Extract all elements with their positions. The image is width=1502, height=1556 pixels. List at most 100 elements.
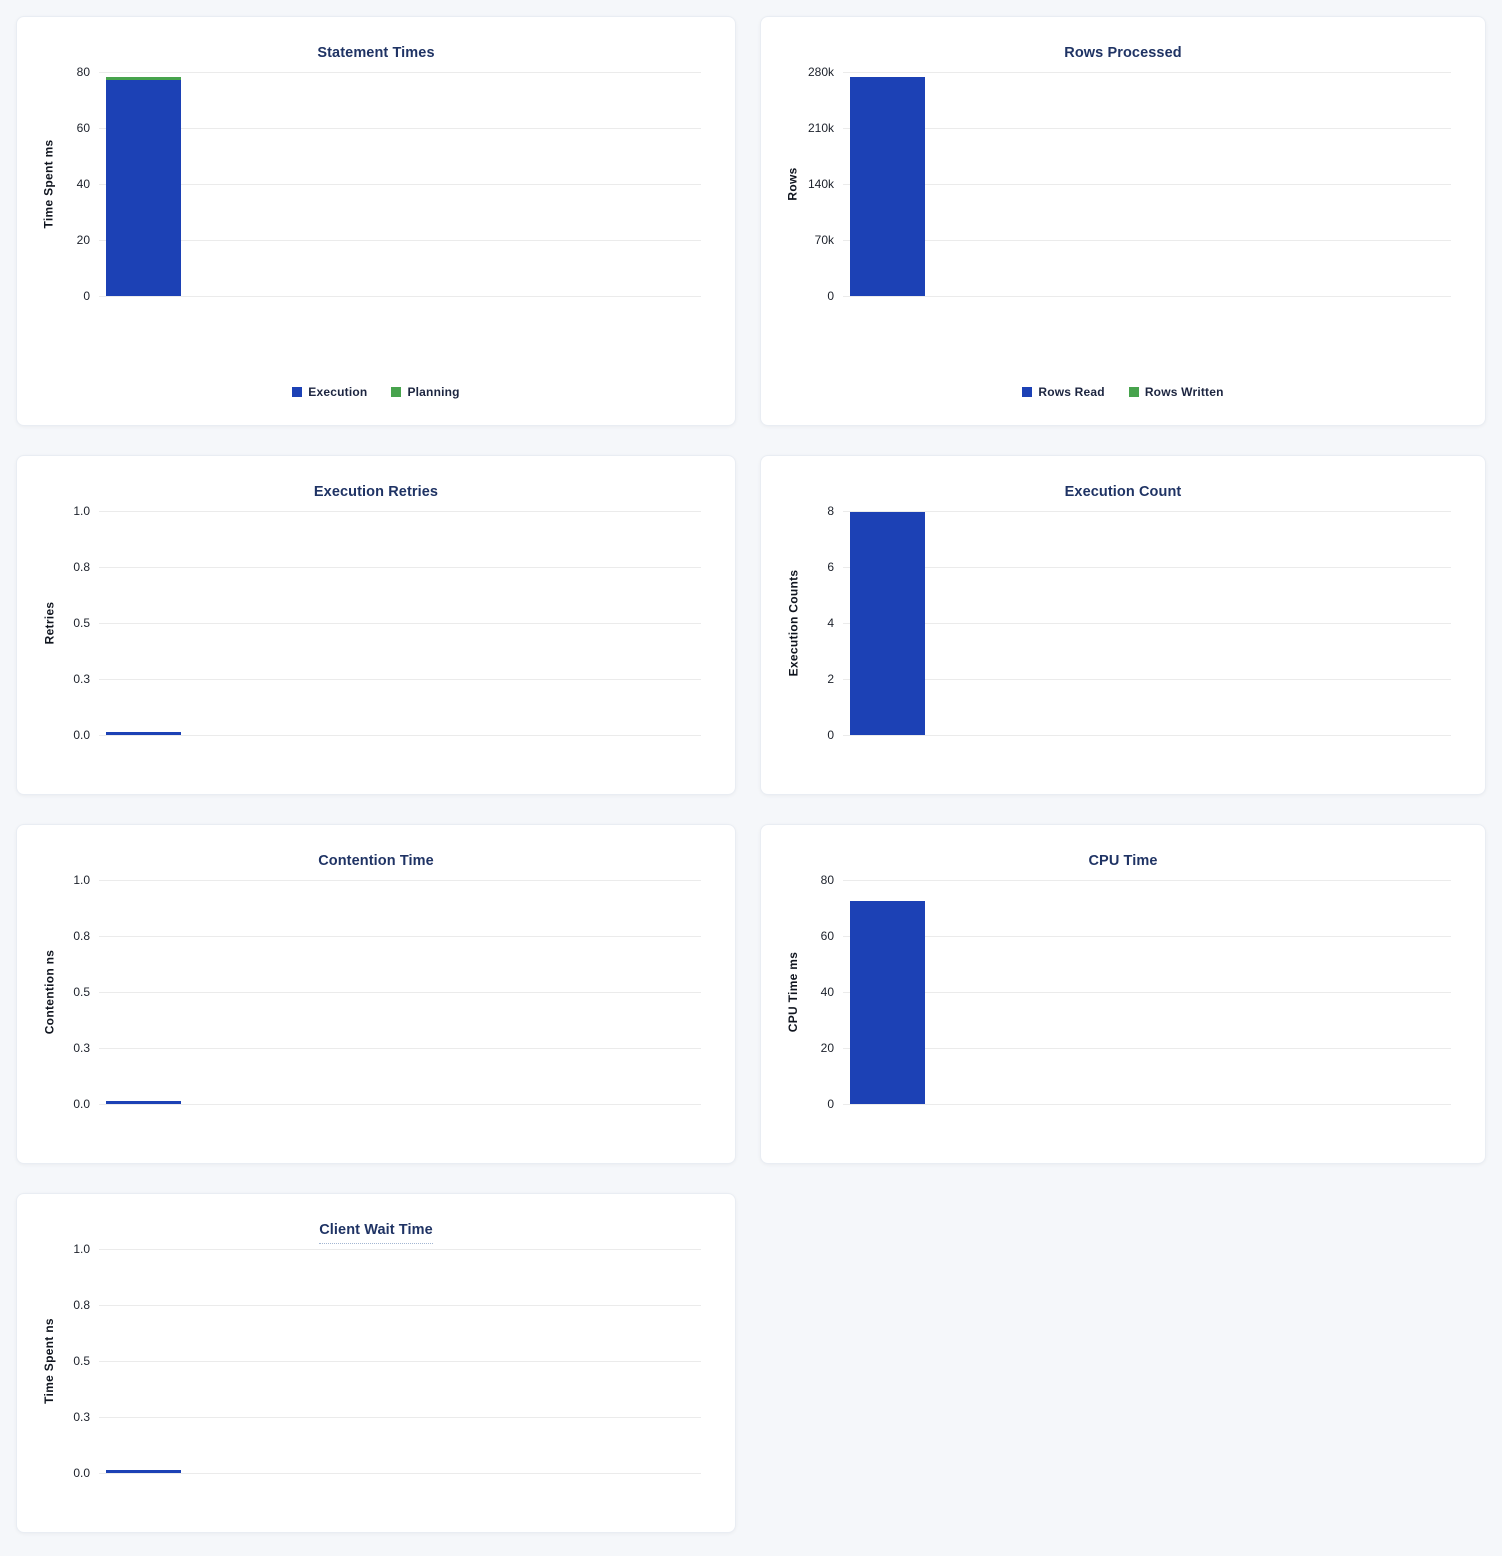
y-tick-label: 0.8 (73, 1298, 90, 1312)
gridline (99, 240, 701, 241)
chart-title-text: Rows Processed (1064, 45, 1182, 61)
plot-area: 1.0 0.8 0.5 0.3 0.0 (73, 1242, 701, 1480)
y-tick-label: 80 (820, 873, 834, 887)
y-tick-label: 60 (820, 929, 834, 943)
bar-segment[interactable] (850, 901, 925, 1104)
y-tick-label: 0.0 (73, 1466, 90, 1480)
blue-swatch-icon (1022, 387, 1033, 397)
zero-value-bar[interactable] (106, 1470, 181, 1473)
legend-label: Rows Written (1144, 385, 1224, 399)
gridline (99, 1361, 701, 1362)
legend-item-rows-written[interactable]: Rows Written (1128, 385, 1224, 399)
gridline (843, 296, 1451, 297)
legend: Execution Planning (17, 385, 735, 399)
chart-title: Rows Processed (761, 45, 1485, 62)
gridline (99, 679, 701, 680)
gridline (99, 1305, 701, 1306)
legend-label: Rows Read (1038, 385, 1105, 399)
legend-item-planning[interactable]: Planning (391, 385, 460, 399)
legend-label: Planning (407, 385, 460, 399)
y-tick-label: 210k (807, 121, 834, 135)
y-axis-label: Execution Counts (786, 569, 800, 677)
gridline (843, 72, 1451, 73)
y-tick-label: 0.5 (73, 1354, 90, 1368)
y-axis-label-wrap: Time Spent ms (17, 72, 81, 296)
legend-item-rows-read[interactable]: Rows Read (1022, 385, 1105, 399)
gridline (843, 567, 1451, 568)
bar-segment[interactable] (850, 511, 925, 735)
y-tick-label: 0.5 (73, 985, 90, 999)
legend: Rows Read Rows Written (761, 385, 1485, 399)
y-axis-label-wrap: Contention ns (17, 880, 81, 1104)
zero-value-bar[interactable] (106, 732, 181, 735)
y-tick-label: 0.3 (73, 672, 90, 686)
chart-title: Contention Time (17, 853, 735, 870)
bar-segment-execution[interactable] (106, 80, 181, 296)
chart-title: Execution Retries (17, 484, 735, 501)
gridline (99, 1104, 701, 1105)
chart-title: CPU Time (761, 853, 1485, 870)
gridline (99, 1417, 701, 1418)
gridline (99, 1249, 701, 1250)
chart-card-client-wait-time: Client Wait Time Time Spent ns 1.0 0.8 0.5… (16, 1193, 736, 1533)
gridline (99, 992, 701, 993)
chart-card-statement-times: Statement Times Time Spent ms 80 60 40 20 0 … (16, 16, 736, 426)
chart-card-rows-processed: Rows Processed Rows 280k 210k 140k 70k 0 Row… (760, 16, 1486, 426)
y-tick-label: 0.3 (73, 1041, 90, 1055)
y-tick-label: 8 (827, 504, 834, 518)
chart-title: Client Wait Time (17, 1222, 735, 1245)
gridline (843, 184, 1451, 185)
y-tick-label: 60 (76, 121, 90, 135)
y-axis-label-wrap: CPU Time ms (761, 880, 825, 1104)
bar-segment-planning[interactable] (106, 77, 181, 81)
y-tick-label: 40 (76, 177, 90, 191)
y-axis-label: Rows (786, 167, 800, 201)
chart-title: Execution Count (761, 484, 1485, 501)
gridline (99, 296, 701, 297)
blue-swatch-icon (292, 387, 303, 397)
gridline (99, 1473, 701, 1474)
gridline (843, 679, 1451, 680)
y-tick-label: 4 (827, 616, 834, 630)
gridline (843, 992, 1451, 993)
plot-area: 8 6 4 2 0 (827, 504, 1451, 742)
gridline (99, 184, 701, 185)
plot-area: 1.0 0.8 0.5 0.3 0.0 (73, 873, 701, 1111)
plot-area: 80 60 40 20 0 (77, 65, 701, 303)
y-tick-label: 0 (83, 289, 90, 303)
y-tick-label: 1.0 (73, 873, 90, 887)
y-tick-label: 20 (820, 1041, 834, 1055)
y-tick-label: 80 (76, 65, 90, 79)
chart-title-text: Execution Retries (313, 484, 439, 500)
chart-title-text[interactable]: Client Wait Time (319, 1222, 433, 1245)
y-tick-label: 280k (807, 65, 834, 79)
green-swatch-icon (391, 387, 402, 397)
chart-card-contention-time: Contention Time Contention ns 1.0 0.8 0.5 0… (16, 824, 736, 1164)
y-tick-label: 20 (76, 233, 90, 247)
legend-item-execution[interactable]: Execution (292, 385, 367, 399)
y-axis-label: Time Spent ns (42, 1318, 57, 1404)
gridline (843, 240, 1451, 241)
y-tick-label: 6 (827, 560, 834, 574)
chart-title-text: Execution Count (1064, 484, 1182, 500)
y-axis-label: CPU Time ms (786, 951, 801, 1033)
y-axis-label-wrap: Time Spent ns (17, 1249, 81, 1473)
gridline (99, 128, 701, 129)
y-tick-label: 40 (820, 985, 834, 999)
zero-value-bar[interactable] (106, 1101, 181, 1104)
y-tick-label: 0.0 (73, 1097, 90, 1111)
plot-area: 1.0 0.8 0.5 0.3 0.0 (73, 504, 701, 742)
green-swatch-icon (1128, 387, 1139, 397)
y-tick-label: 0 (827, 1097, 834, 1111)
chart-title-text: Contention Time (318, 853, 434, 869)
chart-card-execution-retries: Execution Retries Retries 1.0 0.8 0.5 0.3 0.… (16, 455, 736, 795)
gridline (99, 880, 701, 881)
y-tick-label: 1.0 (73, 504, 90, 518)
bar-segment-rows-read[interactable] (850, 76, 925, 296)
y-tick-label: 140k (807, 177, 834, 191)
y-axis-label: Time Spent ms (42, 139, 57, 229)
y-tick-label: 0.5 (73, 616, 90, 630)
y-tick-label: 70k (814, 233, 834, 247)
y-tick-label: 0.0 (73, 728, 90, 742)
